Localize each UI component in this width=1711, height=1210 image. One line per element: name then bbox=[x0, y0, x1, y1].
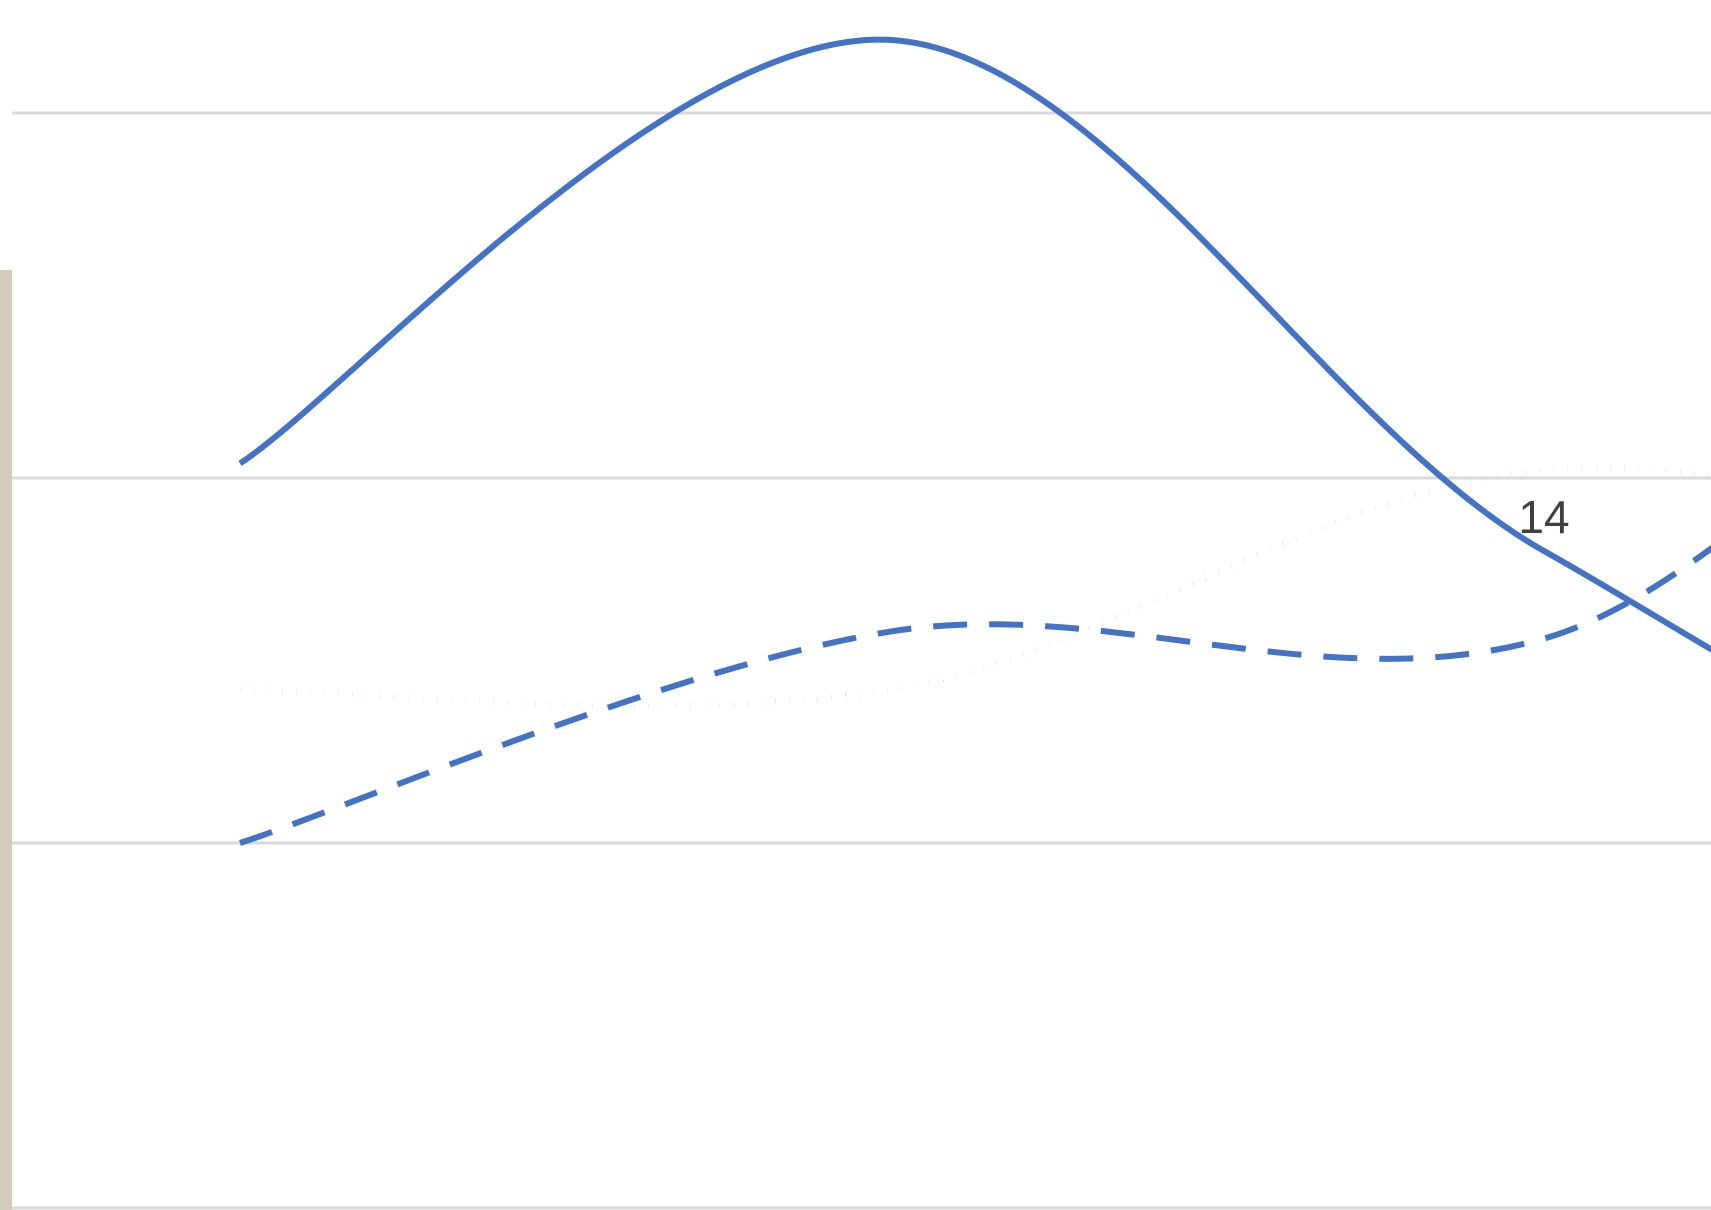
data-label-14: 14 bbox=[1518, 491, 1569, 543]
left-sidebar-strip bbox=[0, 270, 12, 1210]
series-line-dashed bbox=[239, 544, 1711, 846]
left-margin bbox=[0, 0, 12, 270]
gridlines bbox=[12, 111, 1711, 1210]
series-line-solid bbox=[238, 36, 1711, 653]
data-labels: 141120 bbox=[1518, 491, 1569, 543]
series-line-dotted bbox=[239, 465, 1711, 709]
series-lines bbox=[238, 36, 1711, 846]
